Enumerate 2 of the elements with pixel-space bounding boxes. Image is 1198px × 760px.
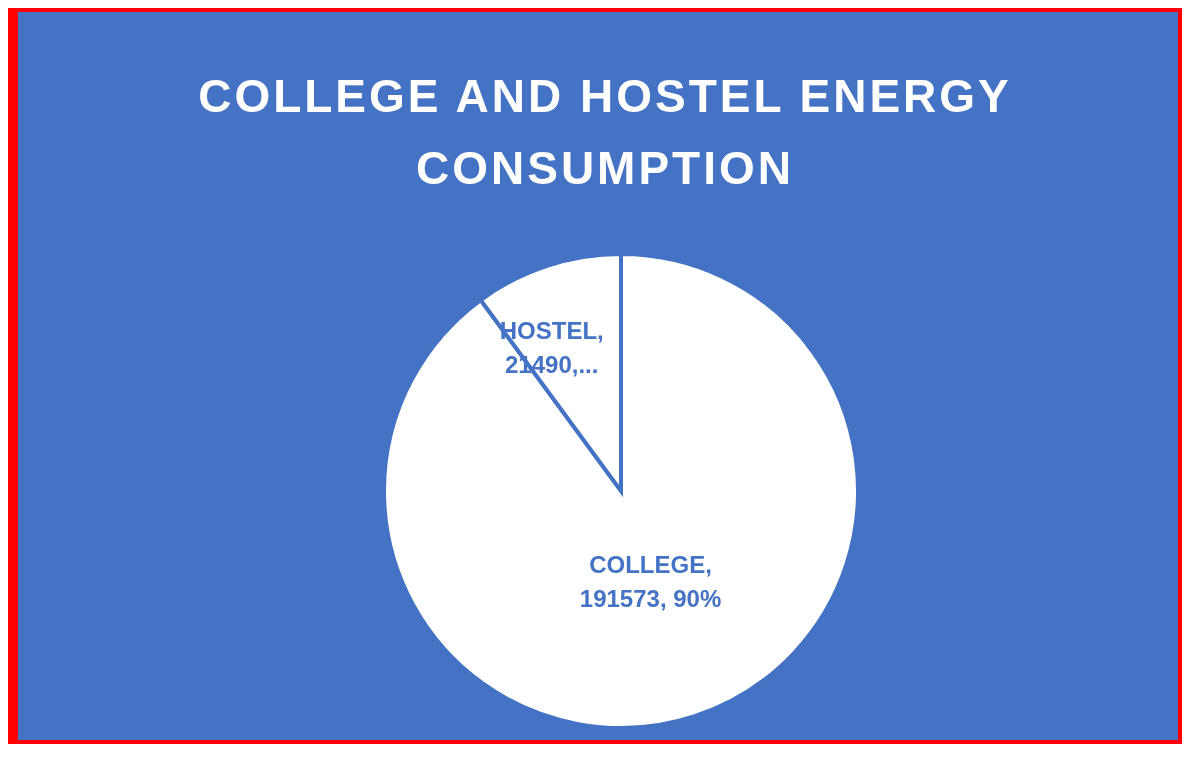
chart-title: COLLEGE AND HOSTEL ENERGY CONSUMPTION: [197, 69, 1013, 196]
slice-label: COLLEGE, 191573, 90%: [579, 551, 722, 613]
